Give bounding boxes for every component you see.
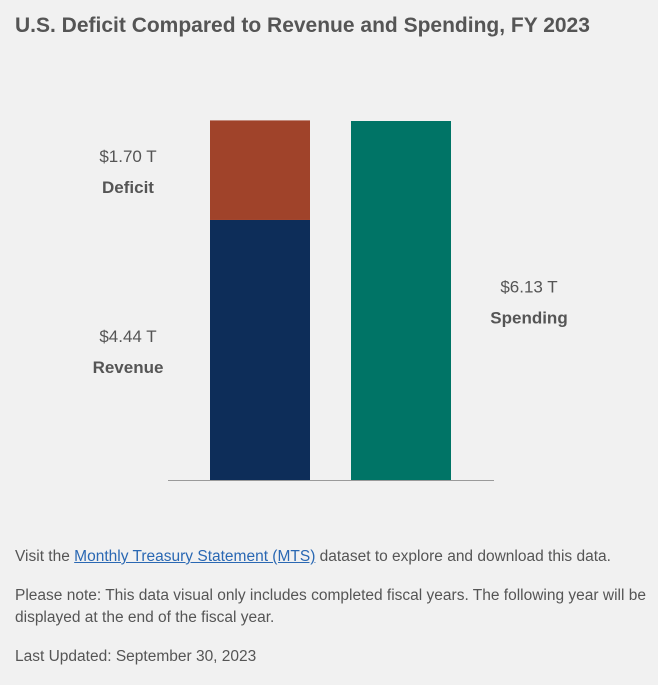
deficit-series-label: Deficit <box>102 178 154 197</box>
mts-dataset-link[interactable]: Monthly Treasury Statement (MTS) <box>74 548 316 565</box>
spending-series-label: Spending <box>490 309 567 328</box>
revenue-value-label: $4.44 T <box>99 327 156 346</box>
fiscal-year-note: Please note: This data visual only inclu… <box>15 587 646 626</box>
spending-bar <box>351 121 451 480</box>
spending-value-label: $6.13 T <box>500 278 557 297</box>
dataset-link-text: Visit the Monthly Treasury Statement (MT… <box>15 548 611 565</box>
last-updated: Last Updated: September 30, 2023 <box>15 648 257 665</box>
chart-footer: Visit the Monthly Treasury Statement (MT… <box>15 546 647 685</box>
deficit-value-label: $1.70 T <box>99 147 156 166</box>
deficit-bar <box>210 120 310 220</box>
chart-title: U.S. Deficit Compared to Revenue and Spe… <box>15 14 590 37</box>
deficit-chart: $4.44 T Revenue $1.70 T Deficit $6.13 T Spend… <box>93 120 568 481</box>
revenue-series-label: Revenue <box>93 358 164 377</box>
revenue-bar <box>210 219 310 481</box>
